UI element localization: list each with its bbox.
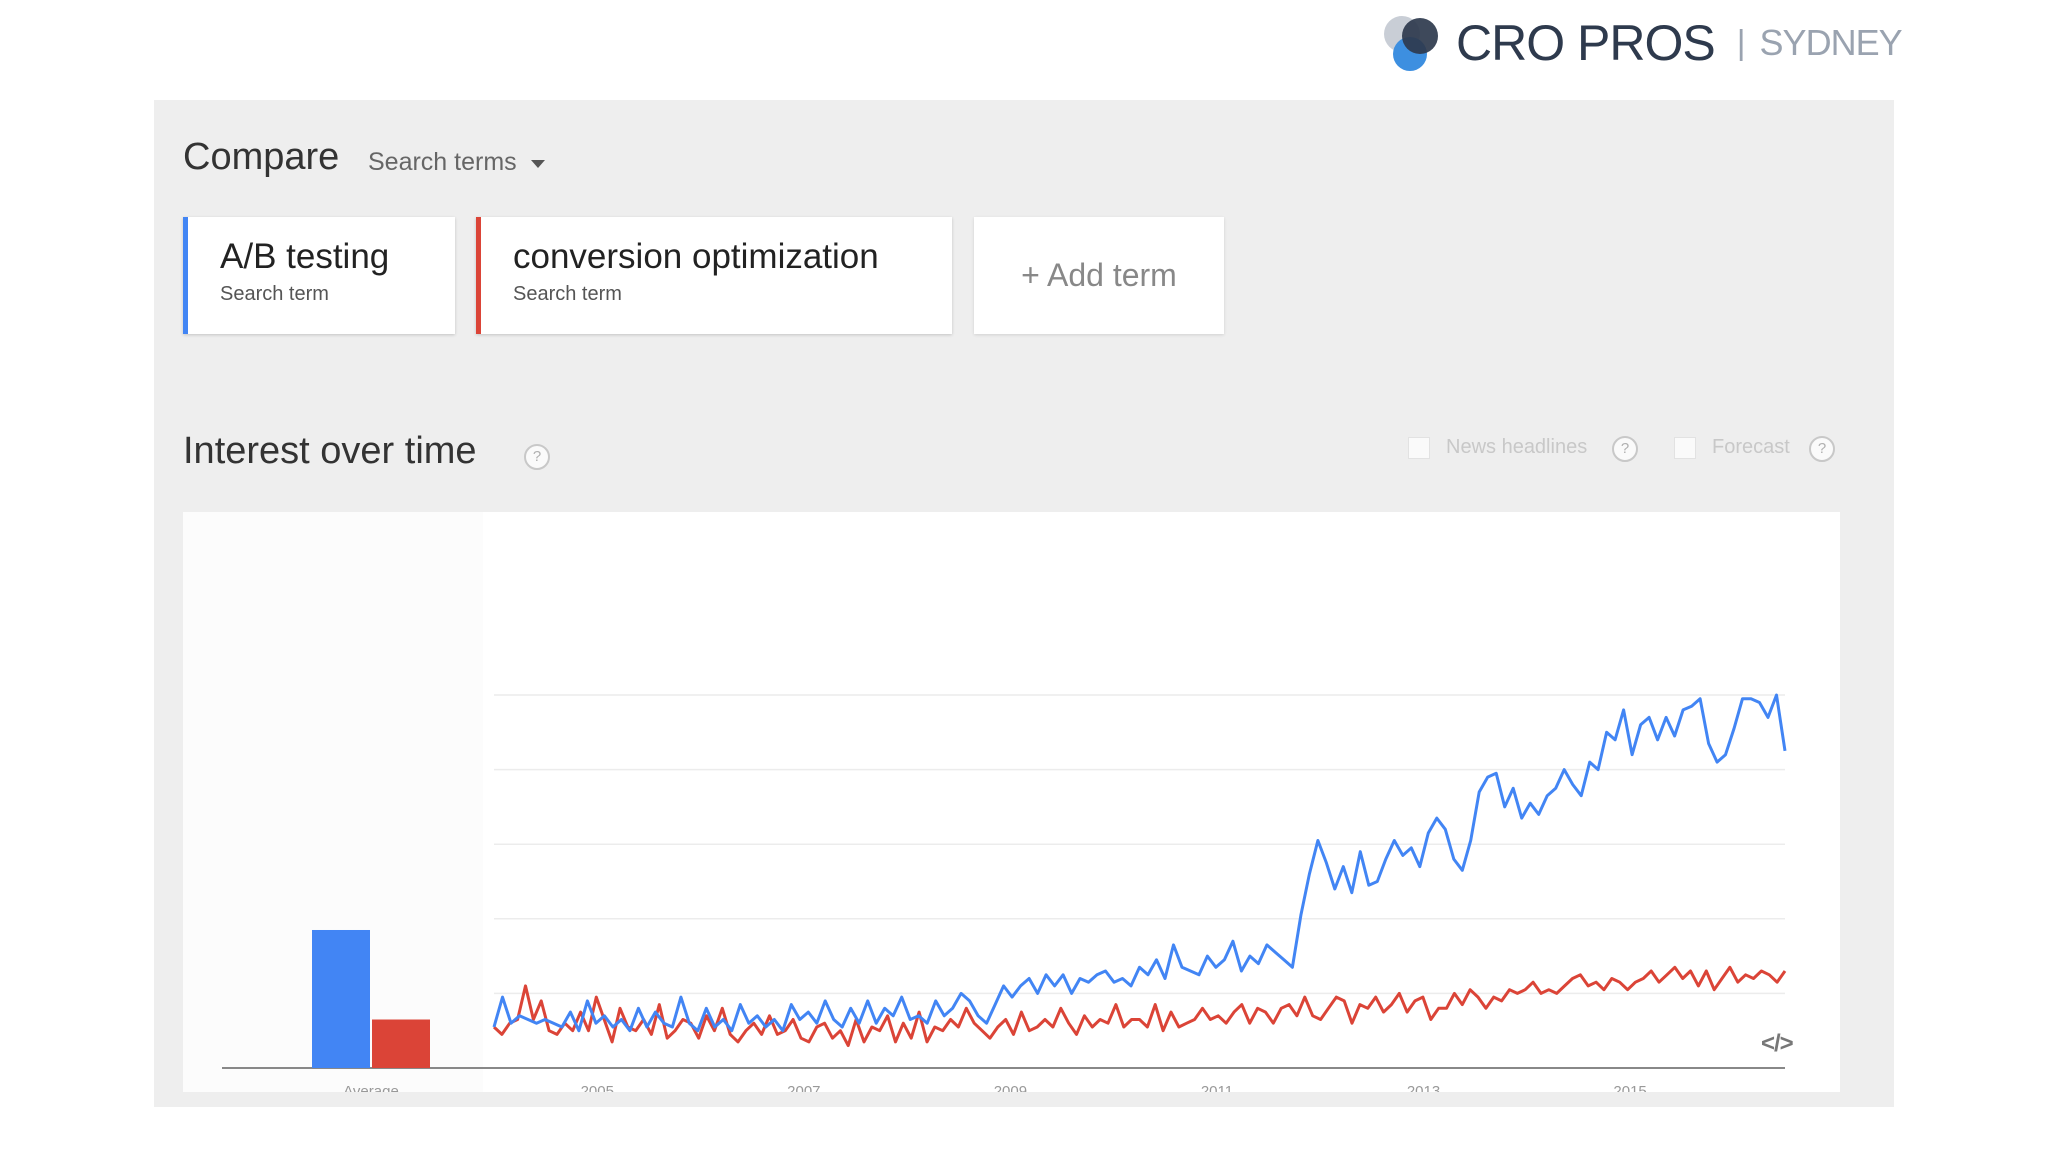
average-label: Average <box>343 1083 399 1092</box>
term-color-bar <box>183 217 188 334</box>
brand-logo: CRO PROS | SYDNEY <box>1380 8 1903 78</box>
brand-city: SYDNEY <box>1759 22 1903 63</box>
brand-logo-icon <box>1384 16 1438 71</box>
average-bar-2 <box>372 1019 430 1068</box>
caret-down-icon <box>530 159 545 168</box>
search-terms-dropdown-label: Search terms <box>368 148 517 176</box>
x-tick-label: 2005 <box>581 1083 614 1092</box>
news-headlines-checkbox[interactable] <box>1408 436 1430 459</box>
search-terms-dropdown[interactable]: Search terms <box>368 148 545 177</box>
trends-panel: Compare Search terms A/B testing Search … <box>154 100 1894 1107</box>
forecast-option[interactable]: Forecast <box>1674 436 1790 459</box>
news-headlines-option[interactable]: News headlines <box>1408 436 1587 459</box>
x-tick-label: 2015 <box>1613 1083 1646 1092</box>
term-subtitle: Search term <box>513 283 622 305</box>
x-tick-label: 2007 <box>787 1083 820 1092</box>
term-card-ab-testing[interactable]: A/B testing Search term <box>183 217 455 334</box>
series-line-conversion-optimization <box>492 965 1787 1048</box>
term-card-conversion-optimization[interactable]: conversion optimization Search term <box>476 217 952 334</box>
x-tick-label: 2011 <box>1201 1083 1233 1092</box>
term-name: conversion optimization <box>513 237 879 276</box>
brand-separator: | <box>1736 23 1746 62</box>
news-help-icon[interactable]: ? <box>1612 436 1638 462</box>
compare-title: Compare <box>183 136 340 178</box>
interest-over-time-title: Interest over time <box>183 430 477 472</box>
forecast-checkbox[interactable] <box>1674 436 1696 459</box>
interest-chart: Average 2005 2007 2009 2011 2013 2015 </> <box>183 512 1840 1092</box>
interest-help-icon[interactable]: ? <box>524 444 550 470</box>
x-tick-label: 2009 <box>994 1083 1027 1092</box>
x-tick-label: 2013 <box>1407 1083 1440 1092</box>
forecast-label: Forecast <box>1712 436 1790 458</box>
term-name: A/B testing <box>220 237 390 276</box>
news-headlines-label: News headlines <box>1446 436 1588 458</box>
embed-code-button[interactable]: </> <box>1761 1030 1794 1057</box>
interest-chart-svg: Average 2005 2007 2009 2011 2013 2015 <box>183 512 1787 1092</box>
forecast-help-icon[interactable]: ? <box>1809 436 1835 462</box>
term-subtitle: Search term <box>220 283 329 305</box>
average-bar-1 <box>312 929 370 1068</box>
brand-name: CRO PROS <box>1456 15 1716 71</box>
add-term-button[interactable]: + Add term <box>974 217 1224 334</box>
series-line-ab-testing <box>492 693 1787 1033</box>
term-color-bar <box>476 217 481 334</box>
